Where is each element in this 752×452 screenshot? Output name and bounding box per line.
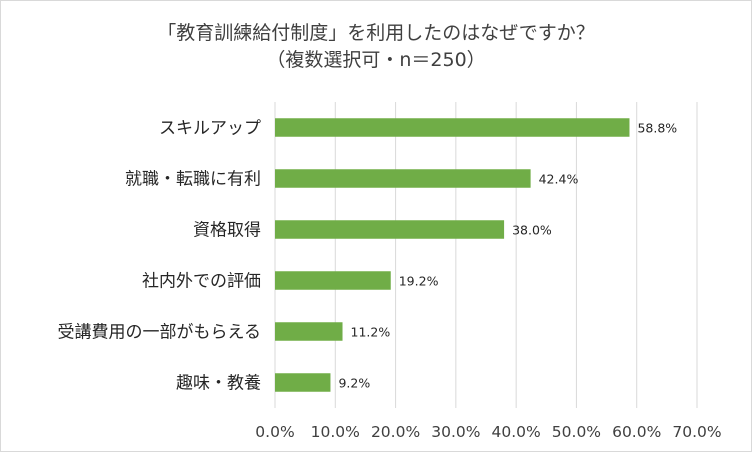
data-label: 42.4% xyxy=(539,172,579,187)
data-label: 19.2% xyxy=(399,274,439,289)
category-label: 趣味・教養 xyxy=(176,374,261,394)
x-tick-label: 10.0% xyxy=(311,423,360,441)
data-label: 38.0% xyxy=(512,223,552,238)
category-label: スキルアップ xyxy=(159,119,261,139)
bar xyxy=(275,169,531,188)
x-tick-label: 0.0% xyxy=(255,423,294,441)
category-label: 資格取得 xyxy=(193,221,261,241)
category-label: 社内外での評価 xyxy=(142,272,261,292)
bar xyxy=(275,373,331,392)
chart-title: 「教育訓練給付制度」を利用したのはなぜですか？ xyxy=(157,22,595,44)
x-tick-label: 60.0% xyxy=(612,423,661,441)
category-label: 受講費用の一部がもらえる xyxy=(58,323,262,343)
x-tick-label: 20.0% xyxy=(371,423,420,441)
data-label: 11.2% xyxy=(351,325,391,340)
x-tick-label: 50.0% xyxy=(552,423,601,441)
category-label: 就職・転職に有利 xyxy=(125,170,261,190)
x-tick-label: 70.0% xyxy=(672,423,721,441)
bar xyxy=(275,271,391,290)
x-tick-label: 40.0% xyxy=(492,423,541,441)
bar xyxy=(275,220,505,239)
data-label: 9.2% xyxy=(338,376,370,391)
x-tick-label: 30.0% xyxy=(431,423,480,441)
bar xyxy=(275,322,343,341)
data-label: 58.8% xyxy=(637,121,677,136)
bar xyxy=(275,118,630,137)
chart-subtitle: （複数選択可・n＝250） xyxy=(266,49,486,71)
